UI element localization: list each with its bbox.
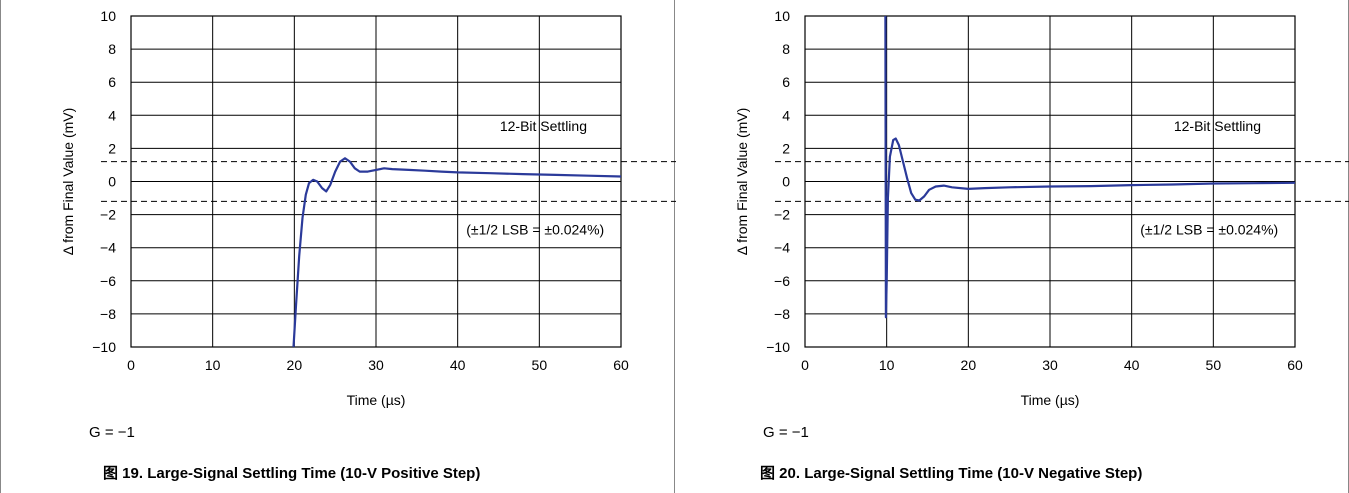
y-tick-label: −10 bbox=[766, 339, 790, 355]
figure-number: 图 19. bbox=[103, 465, 144, 482]
y-tick-label: 4 bbox=[108, 107, 116, 123]
y-tick-label: −2 bbox=[774, 207, 790, 223]
annotation-label: (±1/2 LSB = ±0.024%) bbox=[466, 221, 604, 237]
y-tick-label: −6 bbox=[100, 273, 116, 289]
x-tick-label: 40 bbox=[1124, 357, 1140, 373]
x-tick-label: 50 bbox=[532, 357, 548, 373]
x-tick-label: 20 bbox=[961, 357, 977, 373]
x-tick-label: 30 bbox=[1042, 357, 1058, 373]
y-tick-label: 0 bbox=[782, 174, 790, 190]
figure-title: Large-Signal Settling Time (10-V Negativ… bbox=[804, 465, 1143, 482]
grid bbox=[130, 15, 622, 348]
chart-panel-left: 0 10 20 30 40 50 60 10 8 6 4 2 0 −2 −4 −6 −8 −10 Time (µs)… bbox=[0, 0, 676, 493]
x-axis-label: Time (µs) bbox=[347, 392, 406, 408]
grid bbox=[804, 15, 1296, 348]
annotation-label: 12-Bit Settling bbox=[1174, 118, 1261, 134]
y-tick-label: 10 bbox=[774, 8, 790, 24]
x-tick-label: 40 bbox=[450, 357, 466, 373]
x-tick-label: 20 bbox=[287, 357, 303, 373]
y-tick-label: 2 bbox=[108, 140, 116, 156]
series-line bbox=[292, 157, 622, 348]
x-tick-label: 0 bbox=[801, 357, 809, 373]
y-tick-label: 8 bbox=[108, 41, 116, 57]
y-tick-label: −2 bbox=[100, 207, 116, 223]
y-tick-label: 10 bbox=[100, 8, 116, 24]
chart-panel-right: 0 10 20 30 40 50 60 10 8 6 4 2 0 −2 −4 −6 −8 −10 Time (µs)… bbox=[675, 0, 1349, 493]
y-axis-label: Δ from Final Value (mV) bbox=[60, 108, 76, 256]
gain-note: G = −1 bbox=[89, 424, 135, 441]
gain-note: G = −1 bbox=[763, 424, 809, 441]
figure-caption: 图 20. Large-Signal Settling Time (10-V N… bbox=[760, 462, 1142, 483]
y-tick-label: 6 bbox=[782, 74, 790, 90]
figure-number: 图 20. bbox=[760, 465, 801, 482]
y-axis-label: Δ from Final Value (mV) bbox=[734, 108, 750, 256]
plot-frame bbox=[130, 15, 622, 348]
y-tick-label: −6 bbox=[774, 273, 790, 289]
y-tick-label: −4 bbox=[100, 240, 116, 256]
y-tick-label: 0 bbox=[108, 174, 116, 190]
y-tick-label: −8 bbox=[774, 306, 790, 322]
y-tick-label: −8 bbox=[100, 306, 116, 322]
y-tick-label: 8 bbox=[782, 41, 790, 57]
figure-caption: 图 19. Large-Signal Settling Time (10-V P… bbox=[103, 462, 480, 483]
plot-frame bbox=[804, 15, 1296, 348]
annotation-label: (±1/2 LSB = ±0.024%) bbox=[1140, 221, 1278, 237]
y-tick-label: 2 bbox=[782, 140, 790, 156]
y-tick-label: −4 bbox=[774, 240, 790, 256]
x-tick-label: 60 bbox=[1287, 357, 1303, 373]
x-tick-label: 50 bbox=[1206, 357, 1222, 373]
y-tick-label: −10 bbox=[92, 339, 116, 355]
y-tick-label: 4 bbox=[782, 107, 790, 123]
x-tick-label: 10 bbox=[205, 357, 221, 373]
x-tick-label: 60 bbox=[613, 357, 629, 373]
x-tick-label: 10 bbox=[879, 357, 895, 373]
figure-title: Large-Signal Settling Time (10-V Positiv… bbox=[147, 465, 481, 482]
x-tick-label: 0 bbox=[127, 357, 135, 373]
x-tick-label: 30 bbox=[368, 357, 384, 373]
y-tick-label: 6 bbox=[108, 74, 116, 90]
annotation-label: 12-Bit Settling bbox=[500, 118, 587, 134]
series-line bbox=[884, 15, 1296, 319]
x-axis-label: Time (µs) bbox=[1021, 392, 1080, 408]
